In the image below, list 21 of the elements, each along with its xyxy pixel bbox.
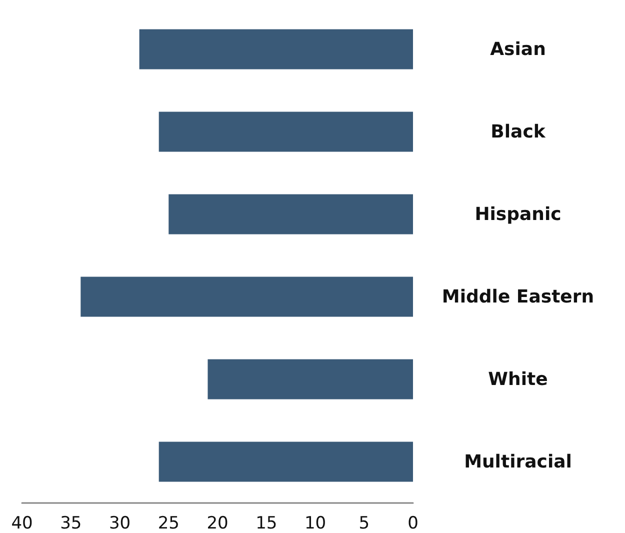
y-tick-label: Asian: [490, 38, 546, 60]
bar: [80, 276, 413, 317]
bar: [139, 29, 413, 70]
y-tick-label: Middle Eastern: [442, 286, 594, 308]
x-tick-label: 5: [358, 514, 370, 533]
y-tick-label: Multiracial: [464, 451, 572, 472]
bar: [208, 359, 413, 400]
x-tick-label: 20: [206, 514, 228, 533]
x-tick-label: 30: [108, 514, 131, 533]
x-tick-label: 25: [158, 514, 180, 533]
y-tick-label: Black: [490, 121, 546, 142]
y-tick-label: Hispanic: [474, 204, 562, 225]
x-tick-label: 15: [256, 514, 278, 533]
x-tick-label: 35: [60, 514, 82, 533]
bar: [158, 112, 413, 152]
bar: [168, 194, 413, 234]
x-tick-label: 0: [408, 514, 418, 533]
bar: [158, 442, 413, 482]
x-tick-label: 10: [304, 514, 326, 533]
y-tick-label: White: [488, 368, 548, 390]
x-tick-label: 40: [11, 514, 33, 533]
